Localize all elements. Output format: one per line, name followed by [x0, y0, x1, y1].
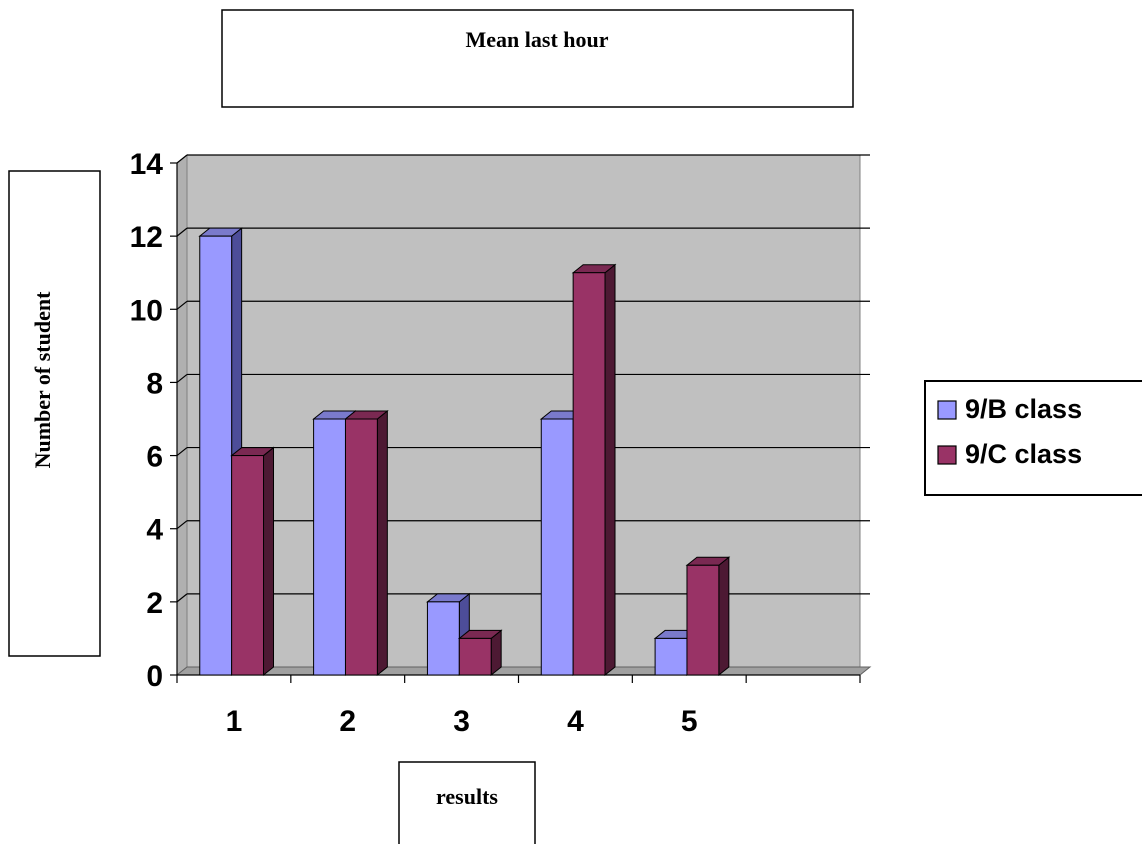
- title-box: Mean last hour: [221, 9, 854, 108]
- bar-front-face: [540, 418, 574, 676]
- bar-side-face: [604, 263, 616, 677]
- bar-front-face: [426, 601, 460, 676]
- y-axis-label-frame: [8, 170, 101, 657]
- bar-side-face: [263, 446, 275, 677]
- bar-series-c-cat-2: [344, 409, 389, 677]
- legend-swatch-series-c: [937, 445, 957, 465]
- plot-floor: [175, 666, 872, 676]
- gridline-side: [176, 373, 188, 383]
- bar-series-c-cat-3: [457, 629, 503, 677]
- y-axis-label: Number of student: [30, 291, 55, 469]
- legend-label-series-b: 9/B class: [965, 394, 1082, 424]
- y-tick-label: 0: [146, 660, 163, 693]
- bar-front-face: [231, 455, 265, 676]
- legend-frame: [924, 380, 1142, 496]
- bar-series-c-cat-1: [230, 446, 275, 677]
- x-tick-label: 1: [226, 705, 243, 738]
- y-tick-label: 4: [146, 514, 163, 547]
- bar-side-face: [718, 556, 730, 677]
- bar-front-face: [313, 418, 346, 676]
- y-tick-label: 14: [130, 148, 164, 181]
- bars: [198, 227, 731, 677]
- x-tick-label: 5: [681, 705, 698, 738]
- x-tick-label: 4: [567, 705, 584, 738]
- bar-front-face: [199, 235, 233, 676]
- bar-front-face: [654, 637, 688, 676]
- x-axis-label-box: results: [398, 761, 536, 844]
- gridline-side: [176, 593, 188, 603]
- gridline-side: [176, 227, 188, 237]
- chart-title: Mean last hour: [466, 27, 609, 52]
- legend[interactable]: 9/B class 9/C class: [924, 380, 1142, 496]
- bar-series-c-cat-5: [685, 556, 731, 677]
- y-tick-label: 8: [146, 367, 163, 400]
- bar-side-face: [376, 409, 388, 677]
- y-axis-label-box: Number of student: [8, 170, 101, 657]
- title-frame: [221, 9, 854, 108]
- plot-side-wall: [176, 153, 188, 677]
- plot-back-wall: [186, 154, 861, 668]
- gridline-side: [176, 447, 188, 457]
- x-axis-label-frame: [398, 761, 536, 844]
- gridline-side: [176, 520, 188, 530]
- bar-front-face: [344, 418, 378, 676]
- bar-front-face: [686, 564, 720, 676]
- gridline-side: [176, 300, 188, 310]
- x-tick-label: 3: [453, 705, 470, 738]
- bar-front-face: [572, 272, 606, 676]
- plot-area: [175, 153, 872, 677]
- y-tick-label: 6: [146, 441, 163, 474]
- x-axis-label: results: [436, 784, 498, 809]
- y-tick-label: 2: [146, 587, 163, 620]
- x-tick-label: 2: [339, 705, 356, 738]
- legend-swatch-series-b: [937, 400, 957, 420]
- gridline-side: [176, 154, 188, 164]
- bar-series-c-cat-4: [571, 263, 617, 677]
- y-tick-label: 12: [130, 221, 163, 254]
- bar-series-b-cat-1: [198, 227, 244, 677]
- legend-label-series-c: 9/C class: [965, 439, 1082, 469]
- bar-front-face: [458, 637, 492, 676]
- y-tick-label: 10: [130, 294, 163, 327]
